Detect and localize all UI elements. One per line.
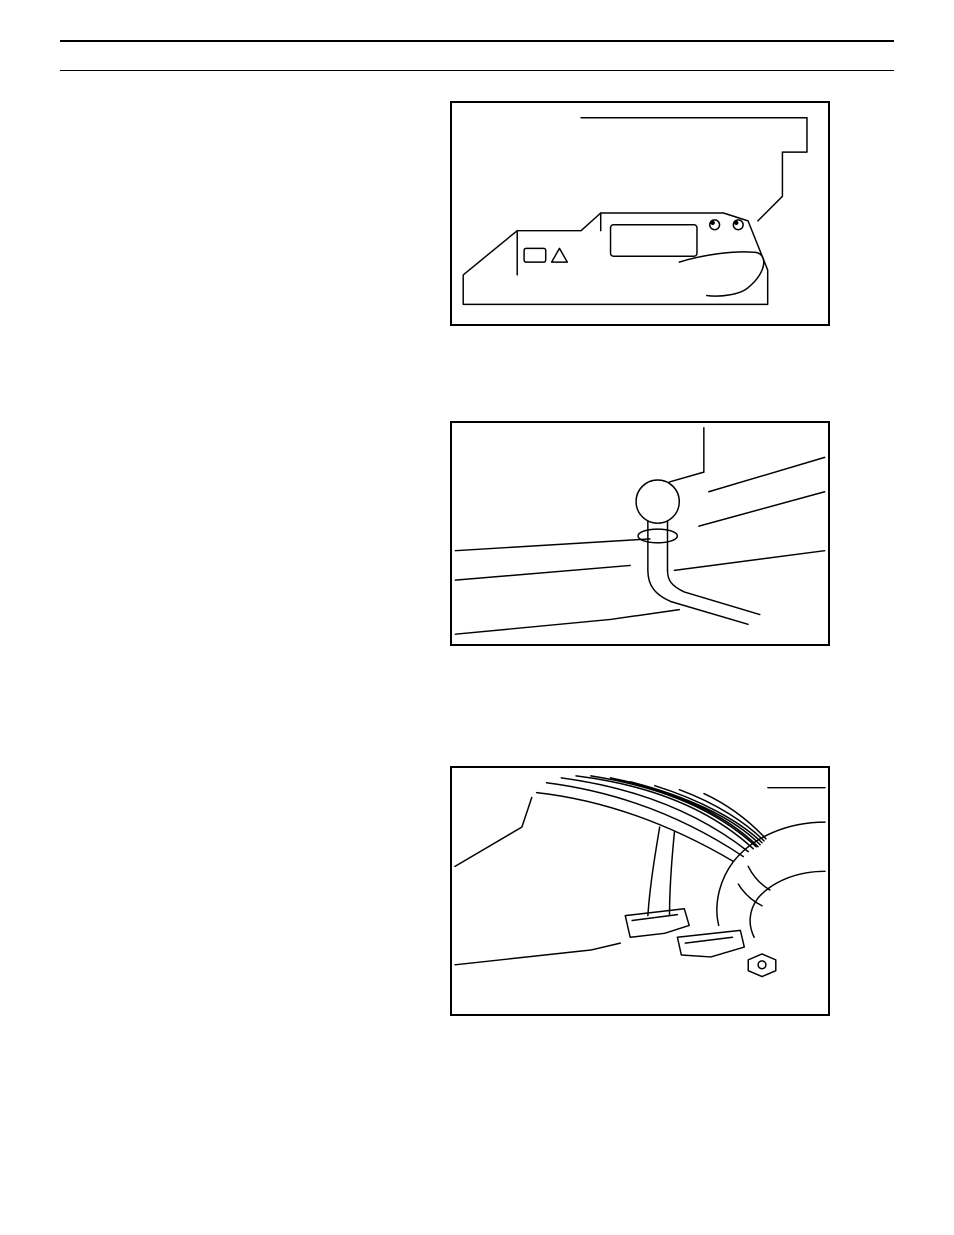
header-rule-bottom bbox=[60, 70, 894, 71]
figure-1 bbox=[450, 101, 830, 326]
header-rule-top bbox=[60, 40, 894, 42]
figure-1-svg bbox=[452, 103, 828, 324]
page bbox=[0, 0, 954, 1235]
content-row bbox=[60, 101, 894, 1016]
figure-3-svg bbox=[452, 768, 828, 1014]
figure-3 bbox=[450, 766, 830, 1016]
left-column bbox=[60, 101, 420, 1016]
figure-2-svg bbox=[452, 423, 828, 644]
figure-2 bbox=[450, 421, 830, 646]
right-column bbox=[450, 101, 860, 1016]
